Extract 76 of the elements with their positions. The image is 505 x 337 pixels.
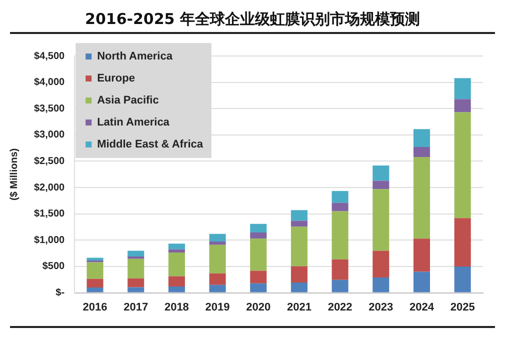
bar (250, 270, 267, 284)
y-tick-label: $2,500 (34, 156, 66, 167)
y-tick-label: $1,000 (34, 234, 66, 246)
bar (128, 287, 144, 292)
x-tick-label: 2023 (368, 301, 394, 314)
bar (250, 283, 267, 292)
legend-label: North America (97, 50, 174, 63)
bar (290, 266, 308, 283)
bar (413, 238, 430, 272)
bar (86, 258, 104, 260)
bar (209, 273, 226, 285)
y-tick-label: $1,500 (34, 208, 66, 220)
x-tick-label: 2019 (205, 301, 230, 314)
y-tick-label: $4,500 (34, 50, 66, 62)
bar (128, 256, 144, 259)
bar (290, 210, 308, 221)
bar (209, 241, 226, 245)
bar (209, 244, 226, 274)
bar (372, 165, 390, 181)
bar (332, 211, 348, 260)
bar (168, 252, 185, 276)
bar (250, 238, 267, 271)
bar (372, 189, 390, 251)
bar (290, 282, 308, 292)
bar (372, 250, 390, 278)
bar (209, 284, 226, 292)
bar (168, 286, 185, 292)
bar (372, 180, 390, 190)
legend-label: Europe (97, 72, 135, 85)
bar (372, 278, 390, 292)
bar (86, 278, 104, 288)
bar (332, 190, 348, 203)
y-axis-title: ($ Millions) (8, 148, 20, 201)
bar (128, 258, 144, 278)
y-tick-label: $2,000 (34, 182, 66, 194)
bar (332, 280, 348, 292)
bar (128, 250, 144, 256)
x-tick-label: 2025 (450, 301, 475, 314)
bar (454, 99, 471, 112)
bar (332, 202, 348, 212)
legend-label: Asia Pacific (97, 94, 159, 107)
x-tick-label: 2017 (124, 301, 148, 314)
bar (128, 278, 144, 288)
x-tick-label: 2020 (246, 301, 271, 314)
bar (86, 288, 104, 292)
chart-title: 2016-2025 年全球企业级虹膜识别市场规模预测 (10, 6, 495, 34)
bar (250, 232, 267, 239)
bar (290, 220, 308, 227)
bar (86, 262, 104, 279)
x-tick-label: 2018 (164, 301, 189, 314)
x-tick-label: 2016 (82, 301, 108, 314)
bar (168, 249, 185, 253)
bar (290, 226, 308, 266)
bar (413, 157, 430, 239)
x-tick-label: 2024 (409, 301, 435, 314)
bar (454, 218, 471, 266)
bar (413, 272, 430, 292)
y-tick-label: $500 (42, 261, 66, 272)
bar (209, 234, 226, 242)
bar (454, 78, 471, 100)
bar (454, 266, 471, 292)
y-tick-label: $3,000 (34, 130, 66, 141)
y-tick-label: $3,500 (34, 103, 66, 114)
bar (168, 244, 185, 250)
legend-label: Latin America (97, 116, 170, 129)
x-tick-label: 2022 (328, 301, 352, 314)
y-tick-label: $4,000 (34, 77, 66, 88)
bar (332, 259, 348, 280)
y-tick-label: $- (56, 288, 65, 299)
x-tick-label: 2021 (286, 301, 312, 314)
bar (413, 129, 430, 148)
bar (413, 147, 430, 158)
legend-label: Middle East & Africa (97, 138, 204, 151)
bar (168, 276, 185, 286)
bar (250, 224, 267, 233)
bar (454, 112, 471, 218)
